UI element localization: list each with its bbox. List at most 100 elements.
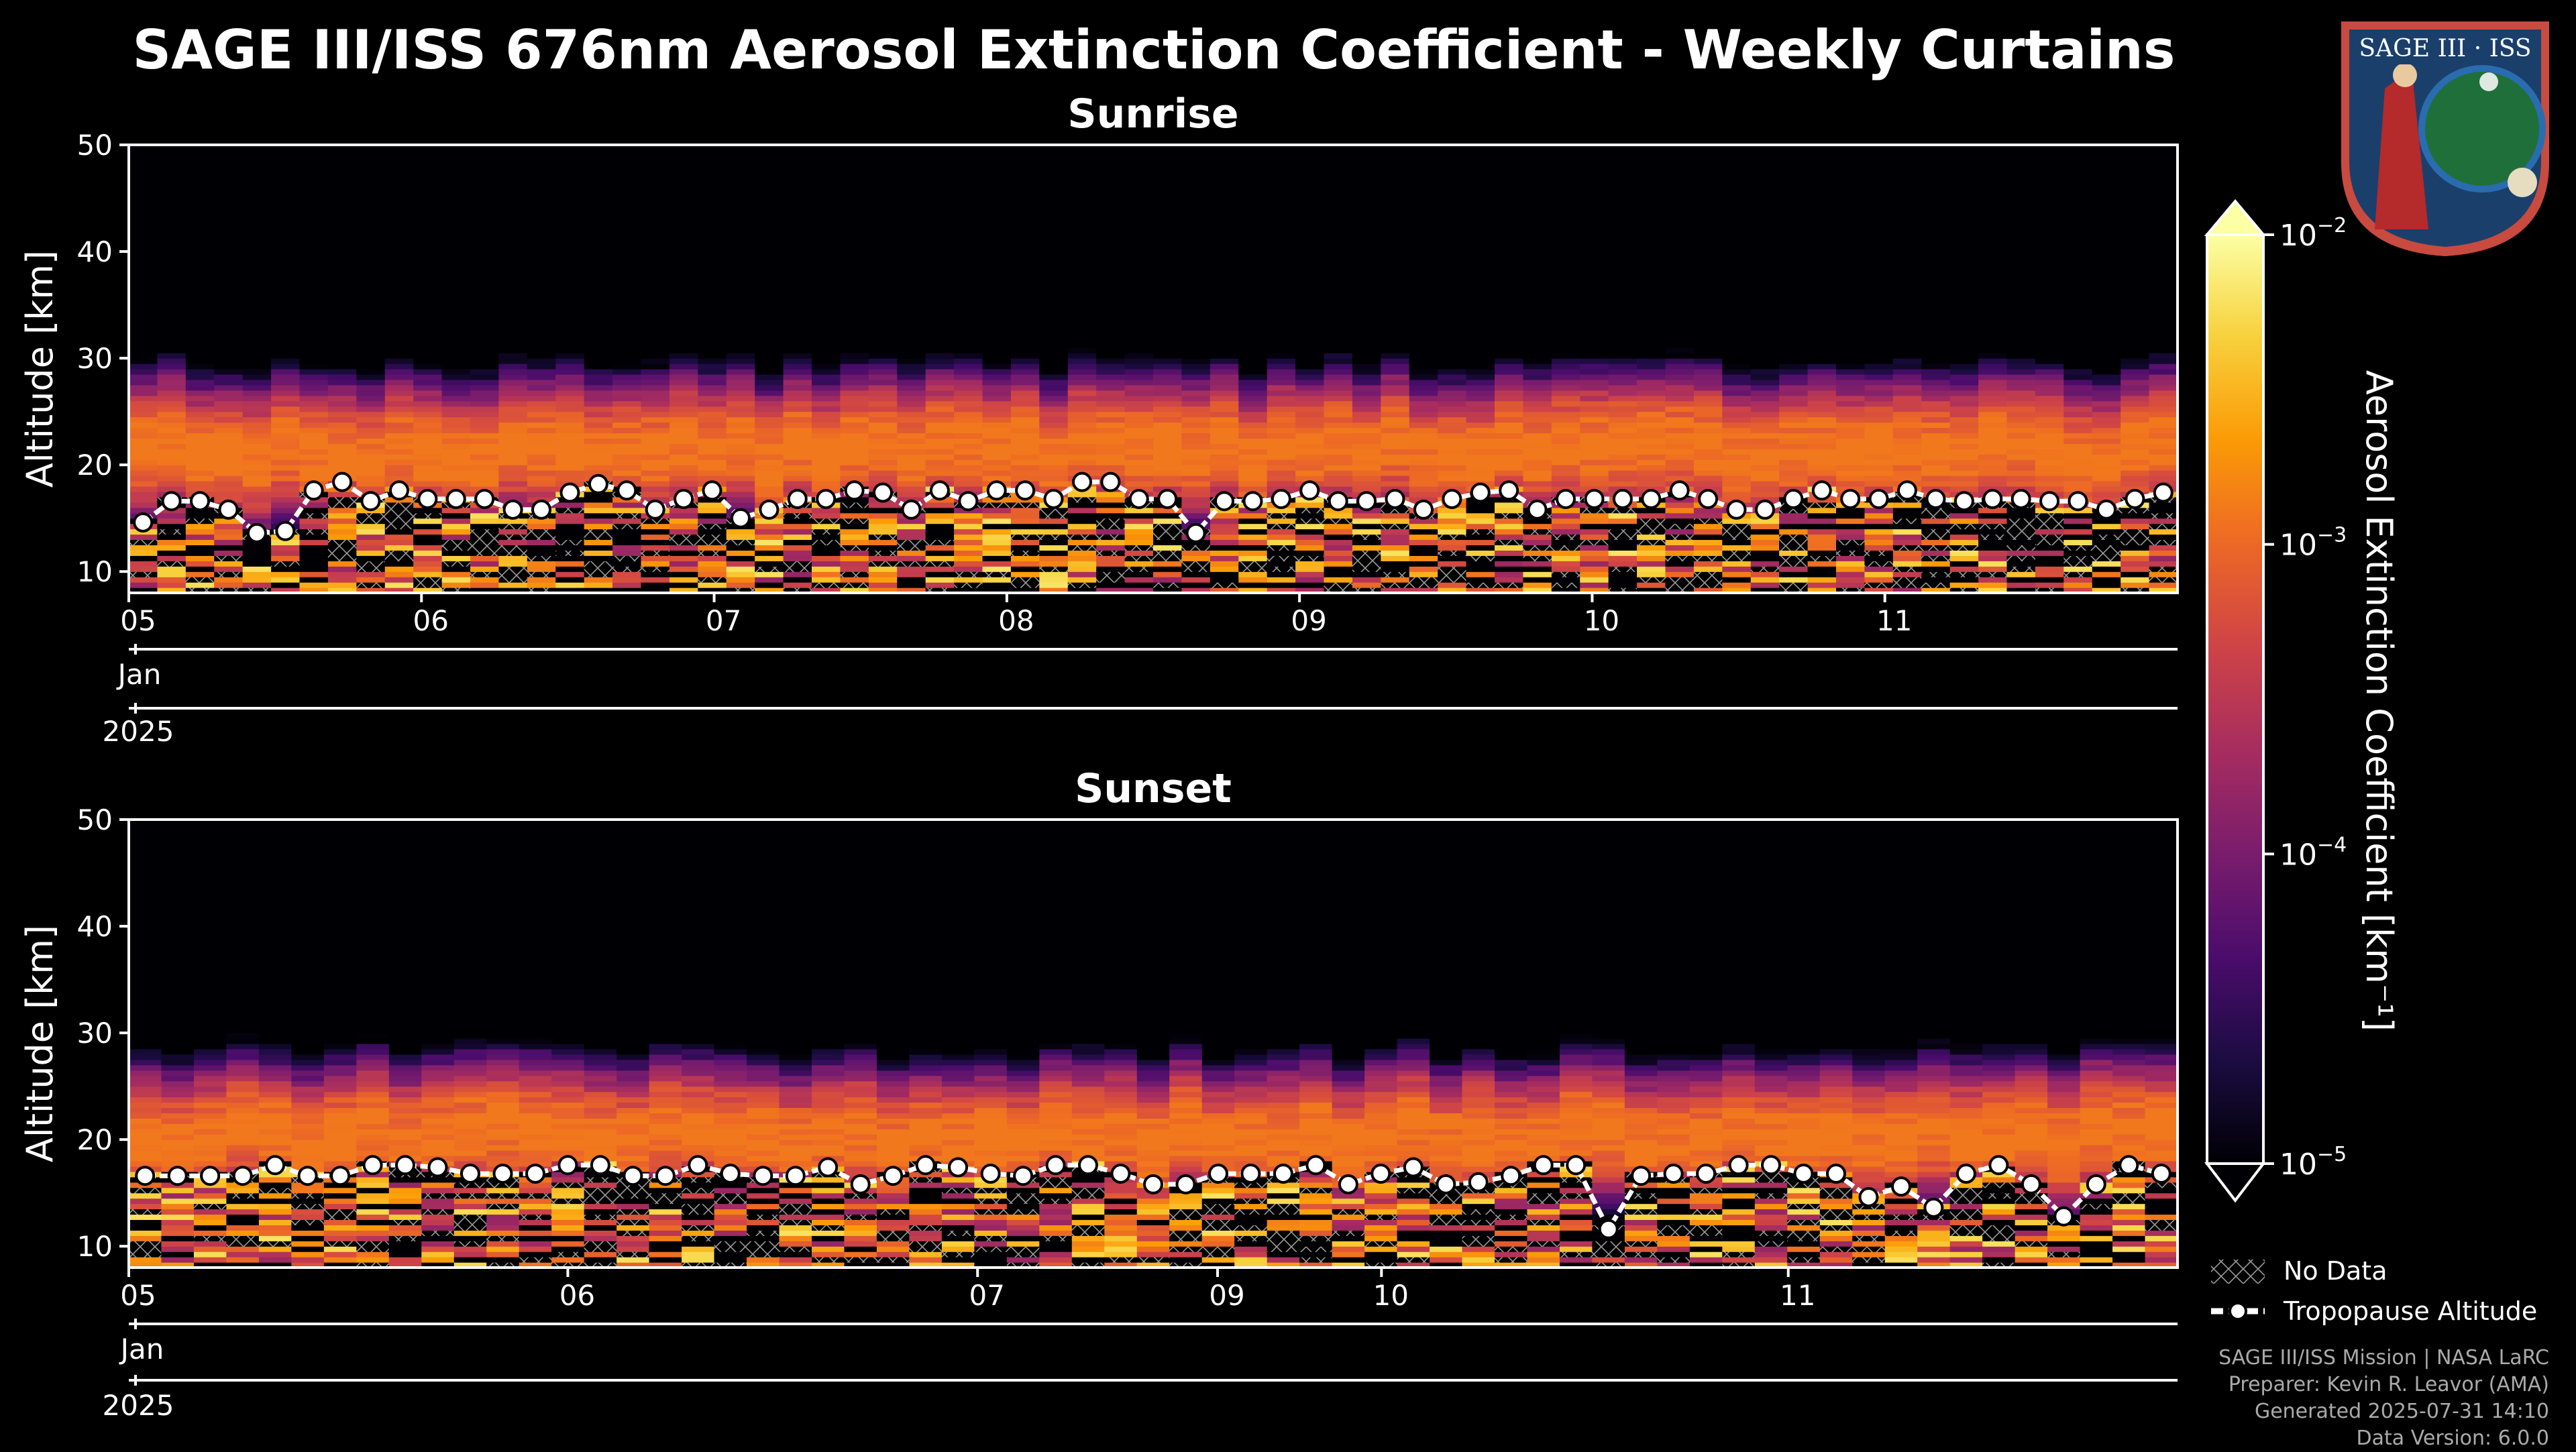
extinction-cell	[641, 278, 670, 284]
extinction-cell	[755, 337, 784, 343]
extinction-cell	[498, 225, 528, 231]
extinction-cell	[1637, 187, 1666, 194]
extinction-cell	[1722, 203, 1752, 210]
extinction-cell	[1352, 486, 1381, 492]
extinction-cell	[925, 257, 955, 263]
extinction-cell	[470, 252, 500, 258]
extinction-cell	[1181, 225, 1211, 231]
extinction-cell	[1608, 518, 1638, 524]
extinction-cell	[1295, 337, 1325, 343]
extinction-cell	[441, 379, 471, 386]
extinction-cell	[1722, 315, 1752, 322]
no-data-cell	[356, 561, 386, 567]
extinction-cell	[982, 304, 1012, 311]
extinction-cell	[1580, 577, 1609, 583]
extinction-cell	[1238, 518, 1268, 524]
extinction-cell	[1096, 369, 1126, 375]
extinction-cell	[812, 241, 841, 247]
extinction-cell	[1267, 342, 1296, 348]
no-data-cell	[1067, 496, 1097, 503]
extinction-cell	[698, 299, 727, 306]
extinction-cell	[1181, 390, 1211, 396]
no-data-cell	[327, 539, 357, 546]
extinction-cell	[555, 433, 585, 439]
extinction-cell	[982, 214, 1012, 220]
extinction-cell	[584, 267, 613, 274]
extinction-cell	[1409, 337, 1438, 343]
extinction-cell	[441, 438, 471, 444]
extinction-cell	[840, 555, 869, 561]
extinction-cell	[840, 203, 869, 210]
extinction-cell	[1238, 422, 1268, 429]
extinction-cell	[1750, 577, 1780, 583]
extinction-cell	[1010, 528, 1040, 535]
extinction-cell	[271, 235, 301, 241]
extinction-cell	[1295, 192, 1325, 199]
extinction-cell	[1124, 433, 1154, 439]
extinction-cell	[1153, 539, 1183, 546]
extinction-cell	[1551, 369, 1580, 375]
extinction-cell	[812, 252, 841, 258]
extinction-cell	[612, 283, 642, 290]
extinction-cell	[470, 555, 500, 561]
extinction-cell	[1039, 518, 1069, 524]
extinction-cell	[612, 310, 642, 317]
extinction-cell	[413, 422, 443, 429]
extinction-cell	[1409, 315, 1438, 322]
extinction-cell	[840, 384, 869, 391]
extinction-cell	[185, 454, 215, 460]
extinction-cell	[1352, 449, 1381, 455]
extinction-cell	[1124, 459, 1154, 465]
extinction-cell	[271, 331, 301, 337]
extinction-cell	[1438, 358, 1467, 364]
extinction-cell	[470, 219, 500, 225]
extinction-cell	[185, 150, 215, 156]
extinction-cell	[299, 315, 329, 322]
extinction-cell	[413, 539, 443, 546]
extinction-cell	[1750, 310, 1780, 317]
extinction-cell	[1665, 225, 1695, 231]
extinction-cell	[897, 203, 926, 210]
extinction-cell	[1779, 337, 1809, 343]
extinction-cell	[242, 182, 272, 188]
extinction-cell	[1580, 262, 1609, 268]
extinction-cell	[157, 176, 186, 183]
extinction-cell	[1779, 267, 1809, 274]
extinction-cell	[185, 310, 215, 317]
no-data-cell	[1039, 566, 1069, 572]
extinction-cell	[1693, 528, 1723, 535]
extinction-cell	[1551, 422, 1580, 429]
extinction-cell	[1409, 246, 1438, 252]
extinction-cell	[1551, 555, 1580, 561]
extinction-cell	[527, 347, 556, 353]
extinction-cell	[698, 326, 727, 332]
extinction-cell	[1523, 523, 1552, 530]
extinction-cell	[897, 395, 926, 402]
extinction-cell	[783, 459, 812, 465]
extinction-cell	[1807, 459, 1837, 465]
extinction-cell	[982, 299, 1012, 306]
extinction-cell	[698, 241, 727, 247]
extinction-cell	[413, 465, 443, 471]
extinction-cell	[1295, 353, 1325, 359]
extinction-cell	[1466, 406, 1495, 412]
extinction-cell	[584, 252, 613, 258]
extinction-cell	[1010, 257, 1040, 263]
extinction-cell	[498, 422, 528, 429]
extinction-cell	[214, 182, 244, 188]
extinction-cell	[1750, 145, 1780, 151]
extinction-cell	[1153, 288, 1183, 295]
extinction-cell	[327, 491, 357, 498]
extinction-cell	[698, 209, 727, 215]
extinction-cell	[1238, 257, 1268, 263]
extinction-cell	[1608, 299, 1638, 306]
extinction-cell	[1124, 241, 1154, 247]
no-data-cell	[356, 566, 386, 572]
extinction-cell	[1438, 283, 1467, 290]
extinction-cell	[356, 342, 386, 348]
extinction-cell	[669, 262, 698, 268]
extinction-cell	[1466, 539, 1495, 546]
extinction-cell	[669, 155, 698, 162]
extinction-cell	[868, 145, 898, 151]
extinction-cell	[1693, 337, 1723, 343]
